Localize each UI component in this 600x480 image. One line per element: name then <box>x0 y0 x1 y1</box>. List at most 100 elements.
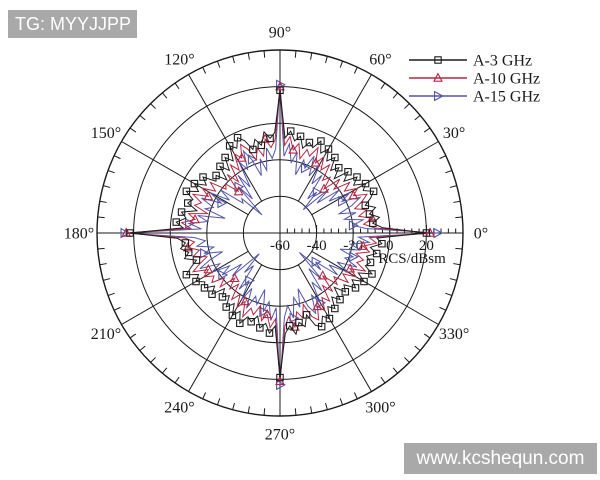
series-marker-triangle-right <box>311 256 322 268</box>
angle-tick <box>392 367 399 374</box>
angle-tick <box>294 408 297 416</box>
angle-tick <box>294 50 297 58</box>
series-marker-square <box>360 277 368 286</box>
series-marker-square <box>331 304 339 313</box>
angle-tick <box>174 82 180 90</box>
series-marker-square <box>353 173 361 181</box>
series-marker-square <box>249 145 257 154</box>
angle-tick <box>97 247 105 250</box>
series-marker-triangle-up <box>345 263 356 273</box>
series-marker-triangle-right <box>245 275 256 286</box>
polar-spoke <box>297 264 372 392</box>
radial-tick-label: 20 <box>419 238 434 254</box>
angle-tick <box>232 56 235 64</box>
series-marker-square <box>295 318 303 327</box>
angle-tick <box>310 52 313 60</box>
angle-tick <box>455 247 463 250</box>
series-marker-square <box>361 201 370 210</box>
angle-tick <box>107 169 115 174</box>
angle-tick <box>404 103 410 109</box>
series-marker-square <box>317 322 326 331</box>
series-marker-triangle-right <box>434 90 444 102</box>
series-marker-square <box>344 168 352 176</box>
angle-tick <box>325 402 328 410</box>
series-marker-square <box>324 145 333 153</box>
series-marker-square <box>126 229 134 237</box>
series-marker-square <box>184 199 192 207</box>
series-marker-square <box>372 249 381 258</box>
angle-tick <box>103 278 111 281</box>
angle-tick <box>150 357 156 363</box>
radial-axis-title: RCS/dBsm <box>378 251 446 267</box>
series-marker-square <box>286 322 294 330</box>
angle-tick <box>202 66 207 74</box>
series-marker-square <box>233 133 242 142</box>
angle-label: 0° <box>474 226 488 243</box>
series-line-a-15-ghz <box>124 84 438 385</box>
series-marker-square <box>222 303 230 311</box>
angle-label: 210° <box>91 326 121 343</box>
radial-tick-label: -60 <box>270 238 290 254</box>
angle-label: 270° <box>265 427 295 444</box>
angle-tick <box>453 263 461 266</box>
series-marker-triangle-up <box>319 183 329 193</box>
series-marker-square <box>276 373 284 382</box>
series-marker-square <box>317 137 325 145</box>
angle-tick <box>232 402 235 410</box>
series-marker-triangle-up <box>233 186 244 196</box>
polar-spoke <box>188 264 263 392</box>
angle-label: 90° <box>269 25 291 42</box>
angle-tick <box>216 60 221 68</box>
angle-tick <box>263 50 266 58</box>
series-marker-square <box>218 293 227 301</box>
angle-tick <box>353 66 358 74</box>
angle-tick <box>103 185 111 188</box>
series-marker-triangle-up <box>310 157 321 167</box>
angle-tick <box>423 127 431 133</box>
radial-tick-label: 0 <box>386 238 394 254</box>
angle-tick <box>202 392 207 400</box>
angle-tick <box>380 376 386 384</box>
series-marker-triangle-up <box>182 242 193 252</box>
angle-tick <box>107 292 115 297</box>
series-marker-triangle-up <box>433 72 443 82</box>
series-marker-triangle-up <box>203 263 214 274</box>
series-marker-square <box>378 239 386 248</box>
angle-label: 120° <box>164 52 194 69</box>
series-marker-triangle-right <box>247 154 258 165</box>
series-marker-triangle-right <box>349 251 360 263</box>
series-marker-triangle-up <box>240 295 251 306</box>
angle-tick <box>113 306 121 311</box>
series-marker-triangle-up <box>229 272 240 283</box>
angle-tick <box>445 292 453 297</box>
watermark-badge-top-left: TG: MYYJJPP <box>8 10 137 38</box>
series-marker-triangle-up <box>236 152 247 162</box>
polar-spoke <box>121 250 249 325</box>
angle-label: 180° <box>64 226 94 243</box>
series-marker-triangle-right <box>259 306 270 318</box>
series-marker-square <box>192 256 201 264</box>
polar-spoke <box>297 74 372 202</box>
series-marker-square <box>200 284 209 292</box>
angle-tick <box>216 398 221 406</box>
polar-spoke <box>311 250 439 325</box>
series-marker-square <box>216 162 224 171</box>
series-marker-square <box>228 311 237 320</box>
polar-spoke <box>311 141 439 216</box>
angle-tick <box>161 92 168 99</box>
angle-tick <box>99 200 107 203</box>
series-marker-square <box>257 141 266 150</box>
series-marker-square <box>434 56 442 64</box>
angle-tick <box>161 367 168 374</box>
angle-tick <box>392 92 399 99</box>
angle-tick <box>414 345 421 352</box>
series-marker-triangle-up <box>275 81 285 91</box>
angle-label: 60° <box>369 52 391 69</box>
series-marker-square <box>325 314 334 323</box>
series-line-a-3-ghz <box>129 90 427 378</box>
angle-label: 150° <box>91 125 121 142</box>
series-marker-square <box>190 179 199 188</box>
series-marker-triangle-right <box>218 269 229 281</box>
angle-tick <box>263 408 266 416</box>
angle-label: 30° <box>443 125 465 142</box>
